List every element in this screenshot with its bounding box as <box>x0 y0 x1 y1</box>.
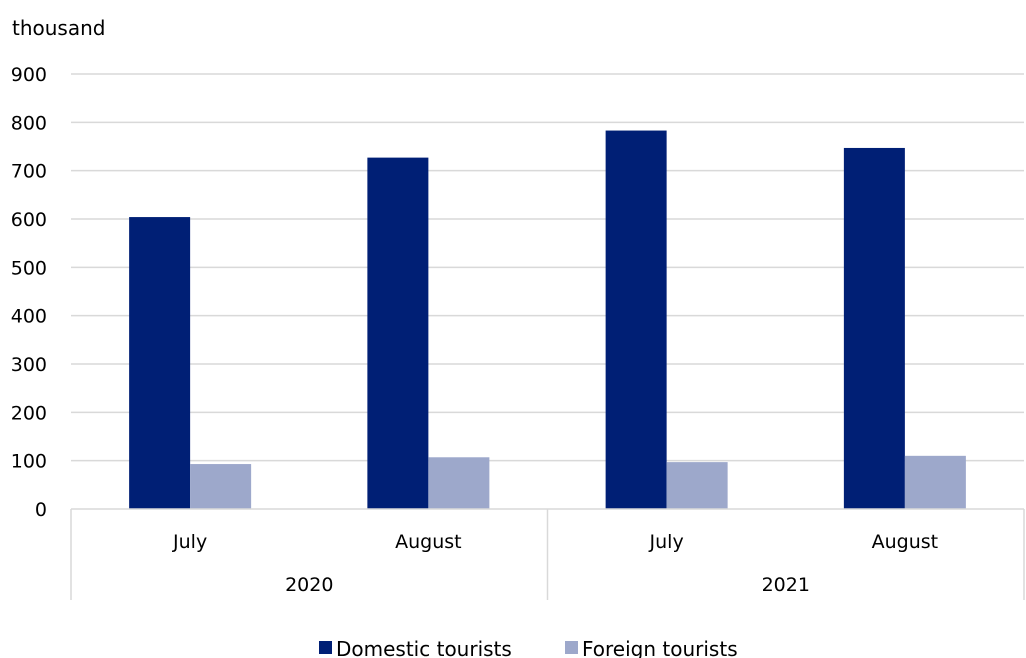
x-category-label: July <box>172 531 207 553</box>
gridlines <box>71 73 1024 462</box>
bar-domestic <box>605 130 667 510</box>
legend-swatch <box>565 641 578 654</box>
bar-foreign <box>428 457 490 509</box>
y-tick-label: 600 <box>11 209 47 231</box>
x-group-label: 2021 <box>762 574 810 596</box>
y-tick-label: 900 <box>11 64 47 86</box>
y-tick-label: 800 <box>11 112 47 134</box>
x-category-label: August <box>395 531 462 553</box>
bar-foreign <box>666 462 728 509</box>
legend-swatch <box>319 641 332 654</box>
bar-domestic <box>129 217 191 510</box>
x-category-label: August <box>872 531 939 553</box>
x-axis: July August July August 2020 2021 <box>70 508 1025 600</box>
legend-label: Foreign tourists <box>582 637 738 658</box>
bar-domestic <box>843 147 905 509</box>
y-unit-label: thousand <box>12 16 105 40</box>
y-tick-label: 700 <box>11 161 47 183</box>
bar-foreign <box>904 455 966 509</box>
x-group-label: 2020 <box>285 574 333 596</box>
y-tick-label: 100 <box>11 451 47 473</box>
y-tick-label: 0 <box>35 499 47 521</box>
bar-domestic <box>367 157 429 509</box>
y-tick-label: 200 <box>11 402 47 424</box>
legend: Domestic tourists Foreign tourists <box>319 637 738 658</box>
x-category-label: July <box>649 531 684 553</box>
y-tick-label: 400 <box>11 306 47 328</box>
y-axis-ticks: 0 100 200 300 400 500 600 700 800 900 <box>11 64 47 521</box>
y-tick-label: 500 <box>11 257 47 279</box>
y-tick-label: 300 <box>11 354 47 376</box>
bars <box>129 130 966 510</box>
legend-label: Domestic tourists <box>336 637 512 658</box>
bar-foreign <box>190 464 252 509</box>
